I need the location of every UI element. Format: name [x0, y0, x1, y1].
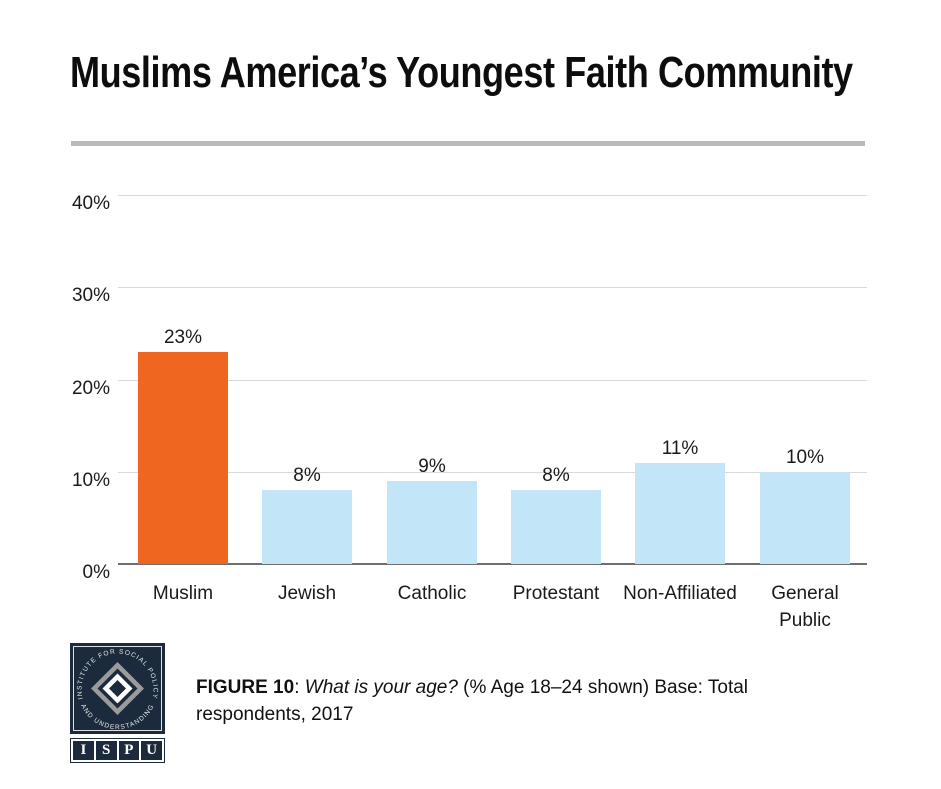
bar-non-affiliated [635, 463, 725, 564]
bar-general-public [760, 472, 850, 564]
category-label-0: Muslim [152, 583, 214, 604]
diamond-glyph [91, 662, 144, 715]
category-label-1: Jewish [277, 583, 337, 604]
value-label-1: 8% [293, 465, 321, 486]
category-label-5: General Public [771, 583, 839, 631]
value-label-2: 9% [418, 456, 446, 477]
caption-separator: : [294, 677, 305, 698]
title-divider [71, 141, 865, 146]
ispu-letter-u: U [141, 741, 162, 760]
figure-label: FIGURE 10 [196, 677, 295, 698]
bar-jewish [262, 490, 352, 564]
bar-catholic [387, 481, 477, 564]
value-label-0: 23% [163, 327, 203, 348]
caption-rest: (% Age 18–24 shown) Base: Total responde… [196, 677, 749, 725]
category-label-2: Catholic [397, 583, 467, 604]
gridline-40 [118, 195, 867, 196]
bar-protestant [511, 490, 601, 564]
y-tick-label-30: 30% [71, 285, 110, 306]
ispu-logo-emblem: INSTITUTE FOR SOCIAL POLICY AND UNDERSTA… [70, 643, 165, 734]
logo-diamond-icon: INSTITUTE FOR SOCIAL POLICY AND UNDERSTA… [76, 648, 157, 731]
value-label-3: 8% [542, 465, 570, 486]
logo-inner-border [73, 646, 162, 731]
figure-caption: FIGURE 10: What is your age? (% Age 18–2… [196, 674, 808, 728]
ispu-logo: INSTITUTE FOR SOCIAL POLICY AND UNDERSTA… [70, 643, 165, 763]
y-tick-label-10: 10% [71, 470, 110, 491]
bar-muslim [138, 352, 228, 564]
chart-title: Muslims America’s Youngest Faith Communi… [70, 48, 853, 97]
caption-question: What is your age? [304, 677, 458, 698]
x-axis-line [118, 563, 867, 565]
ispu-letter-p: P [118, 741, 140, 760]
gridline-30 [118, 287, 867, 288]
ispu-letter-i: I [73, 741, 94, 760]
gridline-20 [118, 380, 867, 381]
y-tick-label-20: 20% [71, 378, 110, 399]
value-label-5: 10% [785, 447, 825, 468]
ispu-letter-s: S [95, 741, 117, 760]
category-label-4: Non-Affiliated [623, 583, 737, 604]
category-label-3: Protestant [512, 583, 600, 604]
y-tick-label-40: 40% [71, 193, 110, 214]
y-tick-label-0: 0% [82, 562, 110, 583]
value-label-4: 11% [661, 438, 699, 459]
ispu-letters: I S P U [70, 738, 165, 763]
gridline-10 [118, 472, 867, 473]
